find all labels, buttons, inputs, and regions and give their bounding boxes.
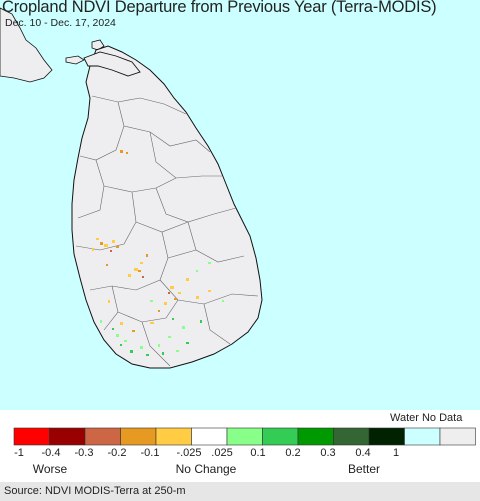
tick-label: -0.2 [107,447,127,459]
legend-swatch [297,427,334,446]
tick-label: -0.1 [140,447,160,459]
legend-swatch [262,427,299,446]
speckles-darkorange [110,250,170,294]
speckles-orange [100,150,177,332]
legend-worse: Worse [32,462,68,476]
legend-swatch [404,427,441,446]
legend-swatch [368,427,405,446]
legend-swatch [84,427,121,446]
tick-label: -0.3 [74,447,94,459]
jaffna-peninsula [83,51,141,77]
legend-swatch [13,427,50,446]
legend-swatches [13,427,476,446]
tick-label: 0.2 [285,447,301,459]
legend-better: Better [347,462,381,476]
legend-swatch [191,427,228,446]
legend-swatch [120,427,157,446]
map-subtitle: Dec. 10 - Dec. 17, 2024 [5,17,116,29]
water-no-data-label: Water No Data [390,412,463,424]
tick-label: -0.4 [41,447,61,459]
india-coast [0,7,53,83]
legend-swatch [439,427,476,446]
district-lines [75,95,259,367]
source-text: Source: NDVI MODIS-Terra at 250-m [4,485,186,497]
tick-label: 0.3 [320,447,336,459]
map-svg [0,7,263,369]
tick-label: -.025 [176,447,202,459]
tick-label: 0.4 [355,447,371,459]
tick-label: 0.1 [250,447,266,459]
map-title: Cropland NDVI Departure from Previous Ye… [2,0,437,16]
speckles-green [112,318,202,356]
island-north [65,55,85,65]
tick-label: -1 [14,447,24,459]
legend-swatch [226,427,263,446]
legend-swatch [49,427,86,446]
speckles-yellow [92,238,211,325]
legend-swatch [333,427,370,446]
map-area: Cropland NDVI Departure from Previous Ye… [0,0,480,410]
tick-label: .025 [211,447,233,459]
ndvi-speckles [92,150,224,356]
speckles-lightgreen [100,262,224,352]
tick-label: 1 [392,447,400,459]
legend-swatch [155,427,192,446]
source-bar: Source: NDVI MODIS-Terra at 250-m [0,482,480,501]
legend-no-change: No Change [175,462,237,476]
